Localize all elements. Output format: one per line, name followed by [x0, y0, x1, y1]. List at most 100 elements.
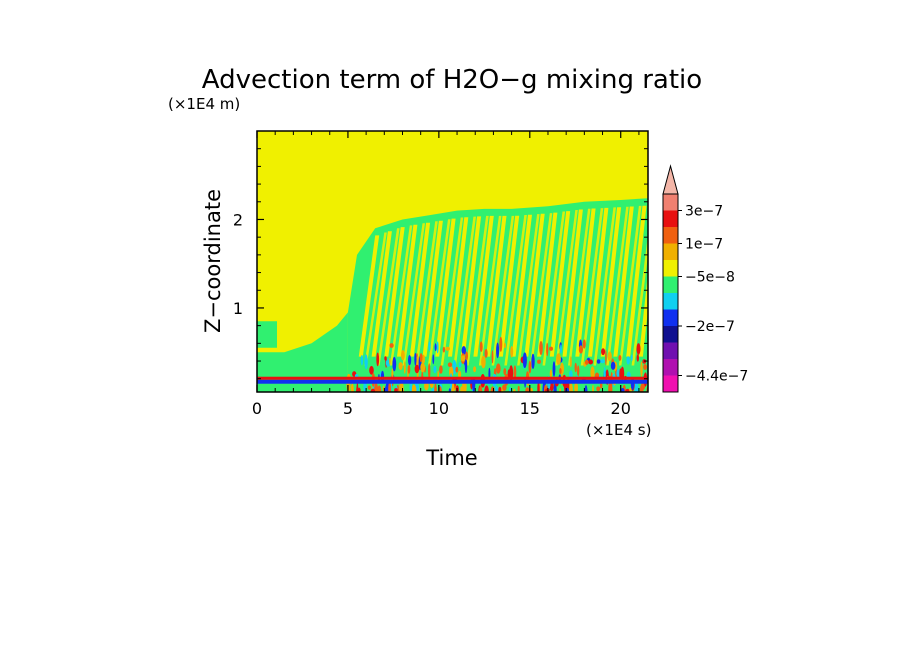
turbulent-spot — [491, 350, 494, 364]
turbulent-spot — [481, 355, 486, 369]
streak — [504, 215, 527, 366]
turbulent-spot — [607, 351, 612, 362]
colorbar-band — [663, 227, 678, 244]
turbulent-spot — [389, 357, 391, 365]
streak — [427, 219, 451, 366]
turbulent-spot — [356, 382, 359, 392]
turbulent-spot — [460, 355, 466, 362]
region-early-patch — [257, 321, 277, 348]
streak — [549, 211, 571, 357]
colorbar-label: 1e−7 — [685, 237, 723, 253]
turbulent-spot — [539, 341, 543, 355]
turbulent-spot — [388, 381, 392, 392]
turbulent-spot — [376, 352, 380, 367]
turbulent-spot — [569, 370, 573, 379]
turbulent-spot — [465, 351, 468, 361]
turbulent-spot — [634, 382, 639, 392]
x-tick-label: 10 — [429, 399, 449, 418]
streak — [491, 215, 515, 366]
turbulent-spot — [582, 339, 586, 349]
turbulent-spot — [455, 366, 459, 373]
turbulent-spot — [458, 370, 462, 379]
turbulent-spot — [420, 362, 426, 373]
turbulent-spot — [479, 385, 483, 392]
streak — [460, 216, 482, 357]
y-tick-label: 2 — [233, 210, 243, 229]
turbulent-spot — [350, 383, 354, 392]
streak — [524, 213, 545, 357]
streak — [529, 213, 553, 366]
streak — [555, 210, 578, 366]
turbulent-spot — [596, 386, 601, 392]
turbulent-spot — [601, 348, 606, 356]
turbulent-spot — [461, 346, 466, 355]
x-tick-label: 20 — [611, 399, 631, 418]
streak — [473, 215, 494, 357]
colorbar-band — [663, 375, 678, 392]
y-axis-label: Z−coordinate — [201, 189, 225, 333]
streak — [511, 214, 532, 357]
colorbar-band — [663, 293, 678, 310]
turbulent-spot — [499, 336, 503, 352]
streak — [448, 217, 469, 357]
streak — [486, 215, 507, 357]
streak — [580, 208, 604, 366]
streak — [517, 214, 540, 366]
turbulent-spot — [537, 381, 540, 392]
turbulent-spot — [578, 345, 584, 354]
streak — [542, 211, 566, 366]
streak — [588, 207, 609, 357]
turbulent-spot — [448, 388, 451, 392]
streak — [377, 228, 400, 366]
turbulent-spot — [473, 366, 477, 373]
turbulent-spot — [408, 355, 412, 366]
turbulent-spot — [636, 343, 641, 355]
colorbar-extend-arrow — [662, 164, 679, 195]
colorbar-band — [663, 243, 678, 260]
turbulent-spot — [640, 361, 643, 377]
turbulent-spot — [560, 344, 562, 354]
turbulent-spot — [556, 353, 561, 365]
turbulent-spot — [442, 346, 446, 353]
turbulent-spot — [449, 366, 454, 378]
turbulent-spot — [419, 353, 423, 363]
streak — [618, 205, 642, 366]
turbulent-spot — [559, 368, 562, 375]
turbulent-spot — [479, 341, 483, 353]
turbulent-spot — [574, 362, 577, 373]
streak — [435, 218, 456, 357]
boundary-layer-under — [257, 379, 648, 384]
region-early-low-green — [257, 312, 348, 392]
turbulent-spot — [513, 365, 517, 380]
colorbar-label: −5e−8 — [685, 270, 735, 286]
streak — [466, 215, 489, 366]
streak — [422, 220, 443, 357]
turbulent-spot — [424, 381, 429, 391]
turbulent-spot — [403, 361, 406, 374]
turbulent-spot — [620, 388, 625, 392]
turbulent-spot — [434, 383, 437, 392]
turbulent-spot — [636, 354, 639, 362]
turbulent-spot — [484, 348, 488, 358]
turbulent-spot — [392, 356, 397, 372]
turbulent-spot — [369, 365, 374, 375]
streak — [397, 224, 418, 357]
turbulent-spot — [428, 363, 431, 379]
streak — [384, 227, 405, 357]
turbulent-spot — [394, 388, 398, 392]
turbulent-spot — [401, 350, 405, 361]
turbulent-spot — [625, 388, 630, 392]
turbulent-spot — [599, 382, 603, 389]
streak — [389, 225, 413, 366]
colorbar-band — [663, 260, 678, 277]
chart-title: Advection term of H2O−g mixing ratio — [202, 65, 702, 95]
colorbar-label: −2e−7 — [685, 319, 735, 335]
y-tick-label: 1 — [233, 299, 243, 318]
turbulent-spot — [414, 364, 420, 374]
turbulent-spot — [531, 353, 535, 369]
turbulent-spot — [618, 355, 622, 361]
turbulent-spot — [600, 359, 605, 364]
turbulent-spot — [641, 382, 646, 390]
turbulent-spot — [389, 343, 394, 348]
turbulent-spot — [439, 386, 442, 392]
